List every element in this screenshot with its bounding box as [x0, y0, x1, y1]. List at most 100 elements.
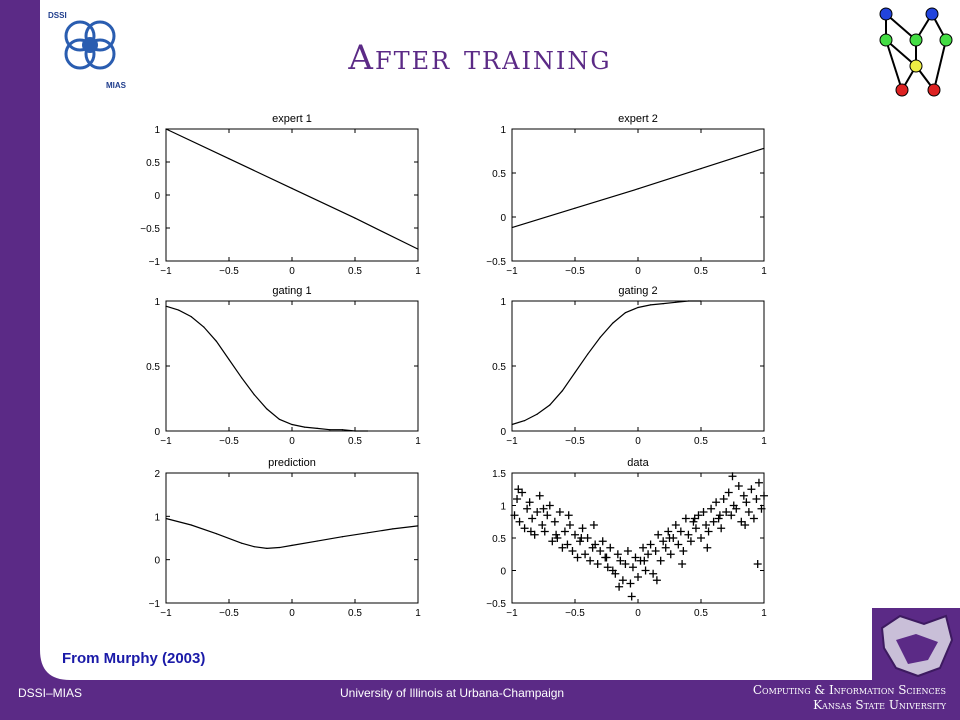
y-tick-label: 0: [500, 567, 506, 578]
data-point-plus: [676, 527, 685, 536]
data-point-plus: [684, 530, 693, 539]
x-tick-label: −0.5: [219, 608, 239, 619]
data-point-plus: [589, 521, 598, 529]
data-point-plus: [526, 527, 535, 536]
data-point-plus: [540, 527, 549, 536]
data-point-plus: [747, 485, 756, 494]
y-tick-label: 1: [154, 125, 160, 136]
x-tick-label: 0: [635, 436, 641, 447]
footer-right-line2: Kansas State University: [813, 698, 946, 712]
data-point: [203, 326, 205, 328]
data-point-plus: [664, 527, 673, 536]
data-point: [511, 226, 513, 229]
data-point-plus: [563, 540, 572, 549]
data-point: [524, 420, 526, 422]
y-tick-label: 1: [154, 297, 160, 308]
y-tick-label: 0: [154, 191, 160, 202]
data-point-plus: [678, 560, 687, 568]
data-point-plus: [640, 556, 649, 565]
data-point-plus: [564, 511, 573, 520]
data-point-plus: [631, 553, 640, 562]
data-point: [624, 312, 627, 314]
x-tick-label: 1: [761, 266, 767, 277]
data-point: [637, 306, 639, 309]
data-point-plus: [715, 511, 724, 520]
data-point-plus: [656, 556, 665, 565]
data-point-plus: [651, 547, 660, 555]
data-point: [266, 408, 268, 410]
data-point-plus: [520, 524, 529, 533]
data-point: [511, 423, 513, 426]
chart-title: prediction: [268, 457, 316, 469]
y-tick-label: 1: [154, 512, 160, 523]
plot-frame: [165, 472, 419, 604]
y-tick-label: 0.5: [146, 158, 160, 169]
data-point: [304, 426, 306, 428]
logo-text-dssi: DSSI: [48, 11, 67, 20]
data-point: [574, 207, 576, 209]
x-tick-label: −0.5: [219, 436, 239, 447]
data-point-plus: [727, 511, 736, 520]
data-point-plus: [510, 511, 519, 520]
data-point-plus: [754, 478, 763, 487]
y-tick-label: −0.5: [486, 599, 506, 610]
data-point: [700, 300, 702, 302]
data-point-plus: [661, 543, 670, 552]
x-tick-label: 0: [289, 436, 295, 447]
data-point: [215, 340, 217, 342]
x-tick-label: −1: [506, 436, 518, 447]
data-point: [417, 248, 419, 250]
data-point-plus: [665, 534, 674, 542]
y-tick-label: −1: [149, 599, 161, 610]
x-tick-label: 0.5: [348, 266, 362, 277]
data-point: [367, 430, 369, 432]
data-point-plus: [586, 556, 595, 565]
x-tick-label: 0.5: [694, 608, 708, 619]
data-point: [367, 532, 369, 534]
data-point-plus: [593, 560, 602, 568]
data-point-plus: [533, 508, 542, 516]
data-point: [763, 147, 765, 149]
y-tick-label: 1.5: [492, 469, 506, 480]
data-point-plus: [691, 524, 700, 533]
data-point-plus: [649, 569, 658, 578]
x-tick-label: 0.5: [348, 436, 362, 447]
chart-title: expert 2: [618, 113, 658, 125]
plot-frame: [165, 128, 419, 262]
chart-panel-1: expert 1 −1 −0.5 0 0.5 1 1 0.5 0 −0.5 −1: [140, 113, 421, 277]
y-tick-label: 0: [500, 427, 506, 438]
data-point-plus: [578, 524, 587, 533]
chart-panel-6: data−1 −0.5 0 0.5 11.510.50−0.5: [486, 457, 768, 619]
y-tick-label: 0.5: [492, 169, 506, 180]
data-point-plus: [573, 553, 582, 562]
data-point-plus: [644, 550, 653, 559]
data-point-plus: [634, 573, 642, 581]
y-tick-label: 0: [500, 213, 506, 224]
y-tick-label: 0.5: [492, 362, 506, 373]
y-tick-label: 0: [154, 556, 160, 567]
data-point-plus: [615, 582, 624, 591]
data-point-plus: [671, 521, 680, 529]
x-tick-label: −0.5: [565, 608, 585, 619]
chart-panel-5: prediction −1 −0.5 0 0.5 1 2 1 0 −1: [149, 457, 422, 619]
x-tick-label: 0: [635, 608, 641, 619]
data-point: [215, 533, 217, 535]
data-point-plus: [641, 566, 650, 575]
y-tick-label: −0.5: [486, 257, 506, 268]
data-point-plus: [545, 501, 554, 510]
footer-right: Computing & Information Sciences Kansas …: [753, 683, 946, 713]
data-point-plus: [568, 547, 577, 555]
data-point-plus: [535, 491, 544, 500]
data-point-plus: [734, 482, 743, 490]
data-point: [354, 430, 356, 432]
x-tick-label: −1: [160, 608, 172, 619]
data-point: [253, 546, 255, 548]
data-point-plus: [722, 508, 731, 516]
data-point-plus: [724, 488, 733, 497]
data-point-plus: [742, 498, 751, 507]
data-point-plus: [623, 547, 632, 555]
data-point-plus: [621, 560, 630, 568]
data-point-plus: [703, 543, 712, 552]
x-tick-label: 0.5: [348, 608, 362, 619]
